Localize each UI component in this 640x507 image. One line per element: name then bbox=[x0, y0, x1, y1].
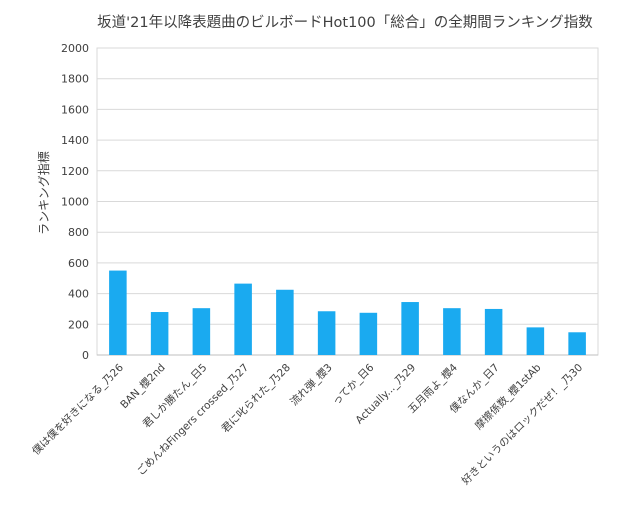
y-tick-label: 600 bbox=[68, 257, 89, 270]
x-tick-label: 僕は僕を好きになる_乃26 bbox=[29, 361, 126, 458]
bar bbox=[150, 312, 169, 355]
y-axis-ticks: 0 200 400 600 800 1000 1200 1400 1600 1800 2000 bbox=[61, 42, 89, 362]
x-axis-ticks: 僕は僕を好きになる_乃26BAN_櫻2nd君しか勝たん_日5ごめんねFinger… bbox=[29, 361, 585, 488]
bar bbox=[443, 308, 461, 355]
bar bbox=[526, 327, 545, 355]
y-tick-label: 0 bbox=[82, 349, 89, 362]
bar bbox=[401, 302, 419, 355]
bar bbox=[568, 332, 586, 355]
chart-title: 坂道'21年以降表題曲のビルボードHot100「総合」の全期間ランキング指数 bbox=[97, 13, 593, 31]
y-tick-label: 1000 bbox=[61, 196, 89, 209]
bar bbox=[192, 308, 211, 355]
y-tick-label: 2000 bbox=[61, 42, 89, 55]
y-tick-label: 400 bbox=[68, 288, 89, 301]
bar bbox=[317, 311, 336, 355]
y-tick-label: 800 bbox=[68, 226, 89, 239]
bar bbox=[359, 312, 378, 355]
gridlines bbox=[96, 47, 599, 356]
y-tick-label: 1600 bbox=[61, 103, 89, 116]
bars bbox=[109, 270, 586, 355]
bar bbox=[276, 289, 294, 355]
y-tick-label: 1400 bbox=[61, 134, 89, 147]
bar bbox=[234, 283, 252, 355]
y-tick-label: 1200 bbox=[61, 165, 89, 178]
y-tick-label: 200 bbox=[68, 318, 89, 331]
x-tick-label: 流れ弾_櫻3 bbox=[287, 361, 334, 408]
bar bbox=[109, 270, 127, 355]
y-tick-label: 1800 bbox=[61, 73, 89, 86]
bar bbox=[484, 308, 503, 355]
y-axis-label: ランキング指標 bbox=[36, 151, 51, 235]
